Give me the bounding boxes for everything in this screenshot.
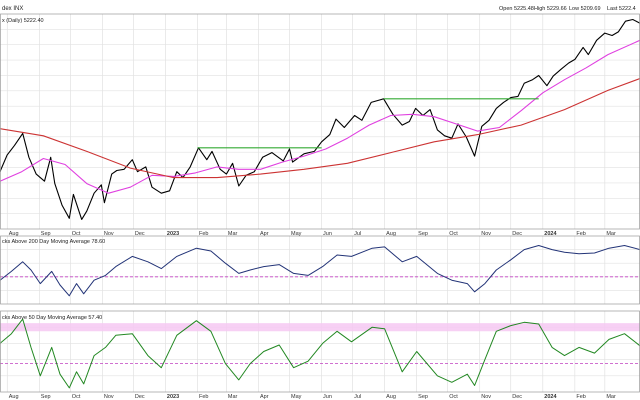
x-axis-main: Aug Sep Oct Nov Dec 2023 Feb Mar Apr May Jun Jul Aug… bbox=[9, 231, 616, 237]
x-tick-label: Oct bbox=[72, 231, 81, 237]
x-tick-label: Oct bbox=[72, 394, 81, 400]
header-low: Low 5209.69 bbox=[569, 6, 601, 12]
x-tick-label: Jul bbox=[354, 231, 361, 237]
x-tick-label: Mar bbox=[606, 394, 616, 400]
shaded-bands bbox=[0, 323, 640, 332]
x-tick-label: Sep bbox=[418, 231, 428, 237]
ma200-line bbox=[0, 77, 640, 179]
x-tick-label: Apr bbox=[260, 394, 269, 400]
series-lines bbox=[0, 18, 640, 389]
x-tick-label: Nov bbox=[104, 394, 114, 400]
x-tick-label: Jul bbox=[354, 394, 361, 400]
reference-lines bbox=[0, 276, 640, 365]
x-tick-label: 2023 bbox=[167, 231, 179, 237]
x-tick-label: 2024 bbox=[544, 231, 557, 237]
x-tick-label: Nov bbox=[104, 231, 114, 237]
x-tick-label: Sep bbox=[41, 231, 51, 237]
x-tick-label: Oct bbox=[449, 394, 458, 400]
x-tick-label: Aug bbox=[386, 394, 396, 400]
panel-frame bbox=[0, 235, 640, 305]
breadth200-line bbox=[0, 245, 640, 297]
x-tick-label: Jun bbox=[323, 231, 332, 237]
overbought-band bbox=[0, 323, 640, 332]
grid-lines bbox=[0, 14, 640, 392]
breadth50-legend: cks Above 50 Day Moving Average 57.40 bbox=[2, 315, 102, 321]
x-tick-label: Dec bbox=[135, 394, 145, 400]
header-high: High 5229.66 bbox=[534, 6, 567, 12]
x-tick-label: Dec bbox=[512, 394, 522, 400]
x-tick-label: Mar bbox=[228, 231, 238, 237]
panel-frames bbox=[0, 13, 640, 393]
x-tick-label: Nov bbox=[481, 231, 491, 237]
x-tick-label: Sep bbox=[41, 394, 51, 400]
x-tick-label: Apr bbox=[260, 231, 269, 237]
x-tick-label: Dec bbox=[512, 231, 522, 237]
breadth50-line bbox=[0, 318, 640, 389]
x-tick-label: May bbox=[291, 231, 302, 237]
price-line bbox=[0, 18, 640, 220]
breadth200-legend: cks Above 200 Day Moving Average 78.60 bbox=[2, 239, 105, 245]
x-tick-label: Feb bbox=[576, 231, 585, 237]
x-tick-label: Jun bbox=[323, 394, 332, 400]
x-tick-label: Feb bbox=[576, 394, 585, 400]
x-tick-label: Dec bbox=[135, 231, 145, 237]
ma50-line bbox=[0, 39, 640, 194]
header-open: Open 5225.48 bbox=[499, 6, 534, 12]
x-tick-label: Sep bbox=[418, 394, 428, 400]
x-tick-label: Aug bbox=[386, 231, 396, 237]
x-tick-label: Feb bbox=[199, 231, 208, 237]
x-tick-label: 2024 bbox=[544, 394, 557, 400]
x-tick-label: Mar bbox=[606, 231, 616, 237]
x-tick-label: Mar bbox=[228, 394, 238, 400]
x-tick-label: Oct bbox=[449, 231, 458, 237]
x-tick-label: Nov bbox=[481, 394, 491, 400]
x-tick-label: Aug bbox=[9, 231, 19, 237]
x-axis-bottom: Aug Sep Oct Nov Dec 2023 Feb Mar Apr May Jun Jul Aug… bbox=[9, 394, 616, 400]
header-symbol: dex INX bbox=[2, 6, 23, 12]
x-tick-label: May bbox=[291, 394, 302, 400]
price-legend: x (Daily) 5222.40 bbox=[2, 18, 44, 24]
x-tick-label: Feb bbox=[199, 394, 208, 400]
x-tick-label: Aug bbox=[9, 394, 19, 400]
x-tick-label: 2023 bbox=[167, 394, 179, 400]
header-last: Last 5222.4 bbox=[607, 6, 636, 12]
